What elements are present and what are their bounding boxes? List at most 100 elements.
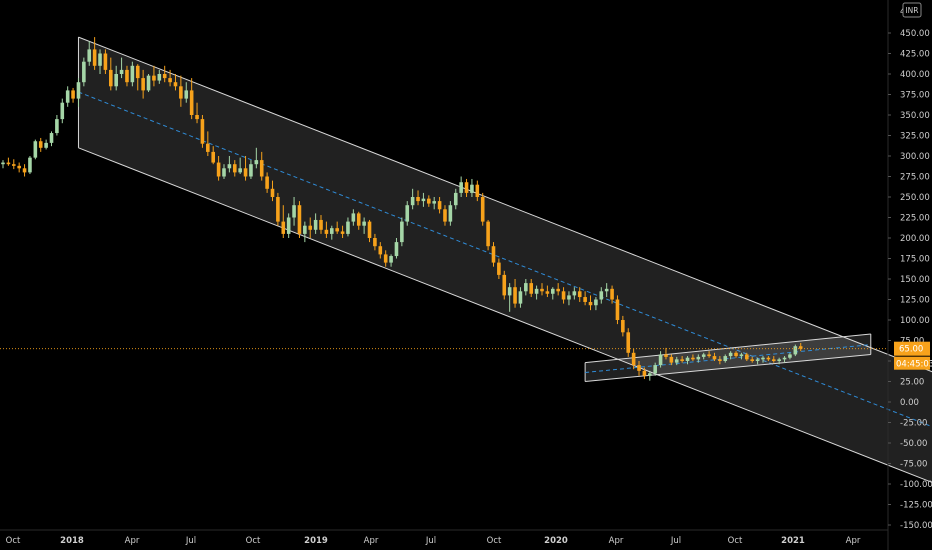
candle	[685, 357, 690, 361]
price-tick-label: 100.00	[900, 316, 930, 326]
candle	[55, 119, 59, 134]
candle	[92, 49, 97, 66]
candle	[195, 115, 199, 120]
candle	[728, 352, 733, 357]
descending-channel-fill	[78, 37, 932, 483]
candle	[707, 354, 711, 357]
candle	[38, 141, 43, 148]
price-tick-label: -150.00	[900, 521, 932, 531]
descending-channel-midline	[78, 91, 932, 428]
candle	[427, 198, 431, 204]
candle	[718, 359, 722, 361]
candle	[22, 168, 27, 173]
candle	[76, 82, 81, 99]
candle	[631, 352, 636, 366]
price-tick-label: 25.00	[900, 378, 924, 388]
candle	[141, 78, 145, 91]
time-tick-label: Jul	[425, 536, 436, 546]
candle	[319, 219, 323, 230]
candle	[680, 359, 684, 361]
candle	[518, 291, 523, 304]
candle	[788, 354, 792, 358]
time-axis[interactable]: Oct 2018 Apr Jul Oct 2019 Apr Jul Oct 2020 Apr Jul O…	[0, 529, 888, 546]
candle	[265, 176, 269, 189]
candle	[297, 205, 302, 234]
ascending-channel-lower-line	[585, 353, 871, 382]
candle	[669, 356, 674, 363]
candle	[1, 162, 5, 165]
price-tick-label: -100.00	[900, 480, 932, 490]
candle	[529, 283, 534, 294]
candle	[664, 354, 668, 357]
candle	[87, 49, 92, 62]
candle	[340, 231, 345, 234]
candle	[125, 69, 129, 83]
candle	[588, 301, 593, 306]
candle	[28, 157, 32, 173]
candle	[49, 133, 54, 143]
candle	[464, 182, 469, 193]
last-price-label: 65.00	[899, 345, 923, 355]
candle	[696, 356, 701, 360]
candle	[604, 288, 609, 292]
candle	[383, 254, 388, 263]
price-tick-label: -50.00	[900, 439, 927, 449]
price-axis[interactable]: 450.00 425.00 400.00 375.00 350.00 325.00 300.…	[887, 0, 932, 550]
price-tick-label: 275.00	[900, 173, 930, 183]
ascending-channel-midline	[585, 344, 871, 373]
candle	[405, 205, 410, 222]
candle	[329, 228, 334, 234]
candle	[109, 69, 113, 87]
time-tick-label: Jul	[185, 536, 196, 546]
candle	[216, 162, 221, 177]
candle	[750, 359, 755, 361]
price-tick-label: 225.00	[900, 214, 930, 224]
candle	[642, 370, 647, 376]
candle	[507, 287, 512, 296]
price-tick-label: 125.00	[900, 296, 930, 306]
time-tick-label: Oct	[246, 536, 261, 546]
candle	[362, 221, 366, 226]
candle	[583, 297, 587, 302]
candle	[200, 119, 205, 144]
badges-layer: INR 65.00 04:45:03	[894, 2, 932, 370]
candle	[6, 162, 11, 165]
candle	[648, 373, 652, 376]
candle	[281, 221, 286, 234]
time-tick-label: 2020	[544, 536, 568, 546]
candle	[162, 74, 167, 79]
candle	[798, 346, 803, 349]
candle	[755, 359, 760, 361]
candle	[206, 143, 210, 152]
time-tick-label: Oct	[6, 536, 21, 546]
candle	[211, 151, 216, 163]
candle	[734, 352, 738, 357]
candle	[184, 90, 189, 99]
candle	[701, 354, 706, 357]
candle	[189, 90, 194, 115]
time-tick-label: Apr	[846, 536, 861, 546]
candle	[400, 221, 404, 243]
candle	[550, 288, 555, 294]
descending-channel-lower-line	[78, 147, 932, 483]
candle	[173, 82, 178, 87]
candle	[739, 354, 744, 357]
price-tick-label: 175.00	[900, 255, 930, 265]
candle	[119, 69, 124, 74]
candle	[777, 359, 781, 361]
time-tick-label: Oct	[487, 536, 502, 546]
price-tick-label: 400.00	[900, 70, 930, 80]
candle	[313, 219, 318, 230]
candle	[367, 221, 372, 238]
candle	[432, 201, 436, 204]
candle	[60, 102, 65, 120]
candle	[168, 78, 172, 83]
candle	[82, 61, 86, 83]
candle	[33, 141, 38, 158]
price-tick-label: 450.00	[900, 29, 930, 39]
price-tick-label: -75.00	[900, 460, 927, 470]
candle	[394, 242, 399, 257]
candle	[346, 221, 350, 234]
candle	[745, 354, 749, 360]
